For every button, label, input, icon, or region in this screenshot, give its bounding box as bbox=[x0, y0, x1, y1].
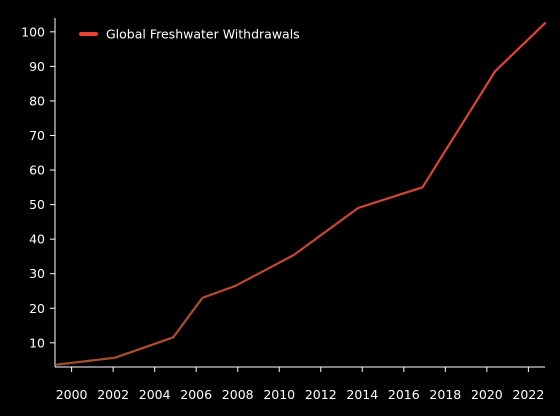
y-tick-label: 10 bbox=[29, 335, 45, 350]
y-tick-label: 60 bbox=[29, 163, 45, 178]
y-tick-label: 40 bbox=[29, 232, 45, 247]
y-tick-label: 20 bbox=[29, 301, 45, 316]
x-tick-label: 2014 bbox=[346, 387, 378, 402]
y-tick-label: 50 bbox=[29, 197, 45, 212]
x-tick-label: 2018 bbox=[429, 387, 461, 402]
y-tick-label: 80 bbox=[29, 93, 45, 108]
y-axis-ticks: 10 20 30 40 50 60 70 80 90 100 bbox=[21, 24, 55, 350]
y-tick-label: 100 bbox=[21, 24, 45, 39]
legend: Global Freshwater Withdrawals bbox=[79, 27, 300, 42]
x-tick-label: 2008 bbox=[222, 387, 254, 402]
y-tick-label: 30 bbox=[29, 266, 45, 281]
y-tick-label: 90 bbox=[29, 59, 45, 74]
x-axis-ticks: 2000 2002 2004 2006 2008 2010 2012 2014 2016 2018… bbox=[56, 367, 544, 402]
x-tick-label: 2010 bbox=[263, 387, 295, 402]
x-tick-label: 2006 bbox=[180, 387, 212, 402]
legend-label: Global Freshwater Withdrawals bbox=[106, 27, 300, 42]
series-line-global-freshwater-withdrawals bbox=[56, 22, 547, 366]
x-tick-label: 2000 bbox=[56, 387, 88, 402]
x-tick-label: 2004 bbox=[139, 387, 171, 402]
x-tick-label: 2012 bbox=[305, 387, 337, 402]
x-tick-label: 2016 bbox=[388, 387, 420, 402]
x-tick-label: 2022 bbox=[512, 387, 544, 402]
x-tick-label: 2002 bbox=[97, 387, 129, 402]
y-tick-label: 70 bbox=[29, 128, 45, 143]
x-tick-label: 2020 bbox=[471, 387, 503, 402]
